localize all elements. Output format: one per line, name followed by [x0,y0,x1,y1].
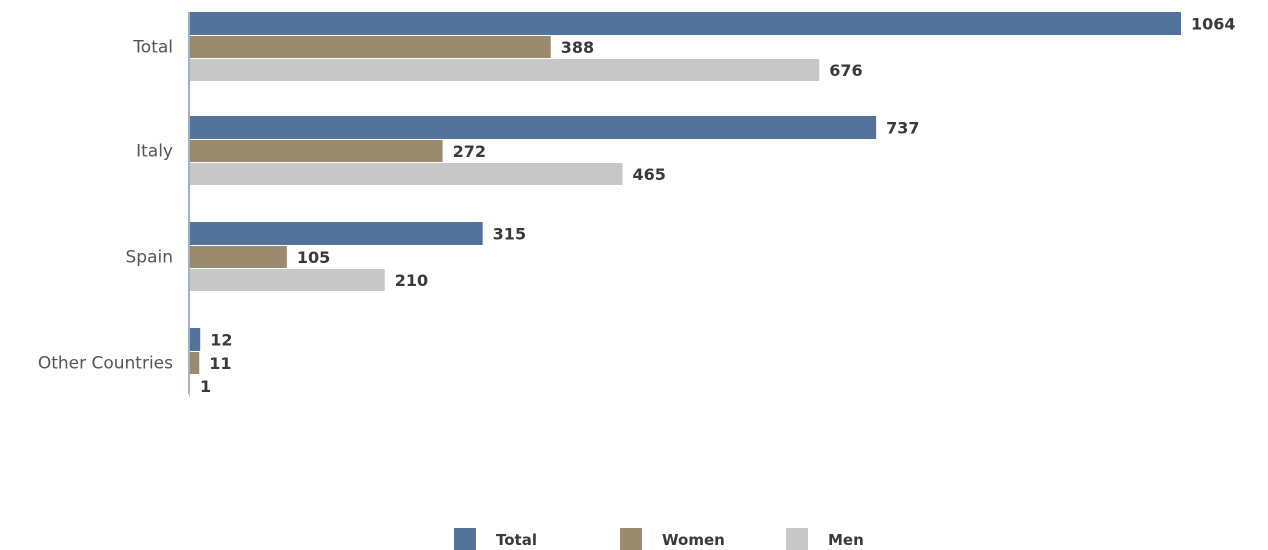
bar-italy-total [189,116,877,139]
category-label-other-countries: Other Countries [38,354,173,374]
value-label-spain-women: 105 [297,248,330,267]
legend-label-total: Total [496,531,537,549]
value-label-total-women: 388 [561,38,594,57]
bar-total-total [189,12,1181,35]
bar-spain-total [189,222,483,245]
value-label-total-men: 676 [829,61,862,80]
value-label-other-countries-men: 1 [200,377,211,396]
category-label-spain: Spain [126,248,174,268]
bar-total-women [189,36,551,58]
value-label-other-countries-total: 12 [210,331,232,350]
bars-layer [189,12,1181,397]
legend: Total Women Men [454,528,864,550]
bar-spain-women [189,246,287,268]
value-label-other-countries-women: 11 [209,354,231,373]
value-label-italy-men: 465 [633,165,666,184]
value-label-spain-men: 210 [395,271,428,290]
bar-italy-women [189,140,443,162]
value-label-total-total: 1064 [1191,15,1236,34]
value-label-spain-total: 315 [493,225,526,244]
legend-swatch-women [620,528,642,550]
bar-spain-men [189,269,385,291]
legend-label-men: Men [828,531,864,549]
category-labels-layer: Total Italy Spain Other Countries [38,38,173,374]
category-label-italy: Italy [136,142,173,162]
value-label-italy-total: 737 [886,119,919,138]
bar-other-countries-women [189,352,200,374]
legend-swatch-total [454,528,476,550]
value-label-italy-women: 272 [453,142,486,161]
bar-italy-men [189,163,623,185]
bar-other-countries-total [189,328,201,351]
legend-swatch-men [786,528,808,550]
category-label-total: Total [132,38,173,58]
bar-total-men [189,59,820,81]
legend-label-women: Women [662,531,725,549]
